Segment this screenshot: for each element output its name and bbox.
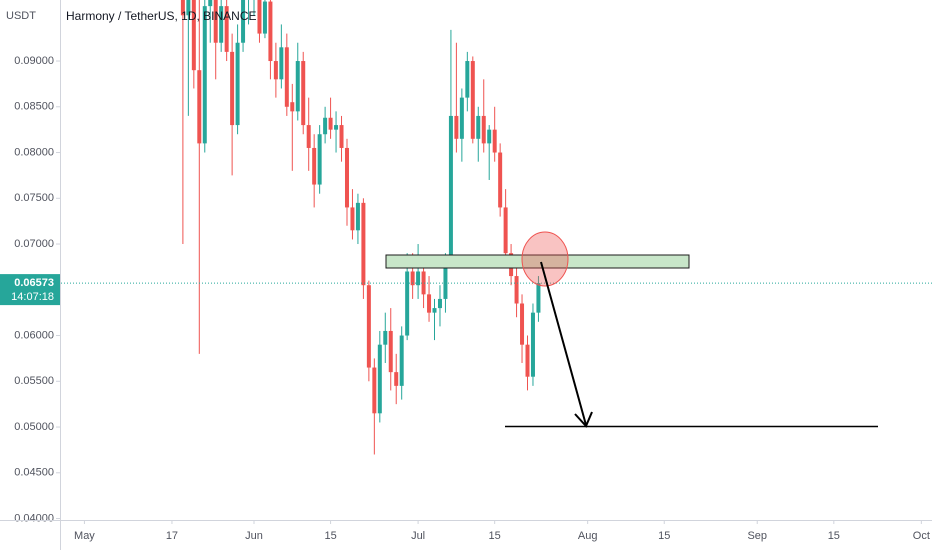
candle-body [317, 134, 322, 185]
x-tick-label: 15 [828, 530, 840, 542]
x-tick-label: Jun [245, 530, 263, 542]
candle-body [416, 271, 421, 286]
candle-body [448, 115, 453, 258]
y-tick-label: 0.05000 [14, 421, 54, 433]
candle-body [323, 117, 328, 135]
candle-body [437, 298, 442, 309]
candle-body [284, 47, 289, 107]
candle-body [219, 6, 224, 43]
candle-body [394, 372, 399, 386]
x-tick-label: 17 [166, 530, 178, 542]
candle-body [191, 0, 196, 71]
x-tick-label: Sep [747, 530, 767, 542]
candle-body [208, 0, 213, 7]
x-tick-label: Oct [913, 530, 930, 542]
y-tick-label: 0.07000 [14, 238, 54, 250]
candle-body [306, 125, 311, 148]
candle-body [241, 0, 246, 43]
x-tick-label: 15 [658, 530, 670, 542]
candle-body [536, 283, 541, 313]
last-price-label: 0.06573 [14, 277, 54, 289]
candle-body [361, 202, 366, 286]
candle-body [454, 115, 459, 139]
candle-body [366, 285, 371, 368]
candle-body [339, 125, 344, 148]
y-tick-label: 0.04000 [14, 512, 54, 524]
candle-body [301, 61, 306, 126]
candle-body [295, 61, 300, 112]
x-tick-label: May [74, 530, 95, 542]
candle-body [399, 335, 404, 386]
candle-body [235, 42, 240, 126]
candle-body [213, 0, 218, 43]
y-tick-label: 0.08000 [14, 146, 54, 158]
candle-body [262, 1, 267, 34]
candle-body [421, 271, 426, 295]
candle-body [498, 152, 503, 208]
candle-body [268, 1, 273, 62]
candle-body [465, 61, 470, 98]
candle-body [372, 367, 377, 414]
candle-body [487, 129, 492, 144]
candle-body [459, 97, 464, 139]
candle-body [443, 257, 448, 299]
candle-body [388, 330, 393, 373]
candle-body [186, 0, 191, 16]
candle-body [432, 308, 437, 313]
candle-body [427, 294, 432, 313]
candle-body [530, 312, 535, 377]
candle-body [503, 207, 508, 254]
candle-body [520, 303, 525, 345]
candle-body [476, 115, 481, 139]
candle-body [470, 61, 475, 139]
candle-body [514, 276, 519, 304]
axes: 0.04000 0.04500 0.05000 0.05500 0.06000 0.065… [0, 55, 930, 542]
candle-body [355, 202, 360, 231]
x-tick-label: 15 [489, 530, 501, 542]
highlight-circle [521, 231, 569, 287]
candle-body [279, 47, 284, 80]
candle-body [334, 125, 339, 130]
candle-body [230, 51, 235, 126]
candle-body [202, 6, 207, 144]
candle-body [410, 271, 415, 286]
y-tick-label: 0.04500 [14, 467, 54, 479]
candle-body [328, 117, 333, 130]
candle-body [180, 0, 185, 16]
x-tick-label: Jul [411, 530, 425, 542]
candle-body [350, 207, 355, 231]
candle-body [290, 102, 295, 112]
candle-body [257, 0, 262, 34]
y-tick-label: 0.05500 [14, 375, 54, 387]
y-tick-label: 0.06000 [14, 329, 54, 341]
candle-body [377, 344, 382, 414]
arrow-line [540, 261, 587, 426]
chart-title: Harmony / TetherUS, 1D, BINANCE [66, 9, 257, 23]
y-tick-label: 0.07500 [14, 192, 54, 204]
candle-body [405, 271, 410, 336]
candle-body [383, 330, 388, 345]
candle-body [481, 115, 486, 144]
plot-area [61, 0, 932, 455]
candle-body [312, 147, 317, 185]
candle-body [344, 147, 349, 208]
y-tick-label: 0.08500 [14, 101, 54, 113]
countdown-label: 14:07:18 [11, 291, 54, 303]
candle-body [273, 61, 278, 80]
candle-body [525, 344, 530, 377]
x-tick-label: Aug [578, 530, 598, 542]
currency-label: USDT [6, 10, 36, 22]
x-tick-label: 15 [324, 530, 336, 542]
last-price-box [0, 274, 60, 306]
currency-box [0, 6, 59, 24]
y-tick-label: 0.09000 [14, 55, 54, 67]
candle-body [197, 70, 202, 144]
candle-body [224, 6, 229, 52]
resistance-zone [385, 254, 690, 269]
candle-body [492, 129, 497, 153]
